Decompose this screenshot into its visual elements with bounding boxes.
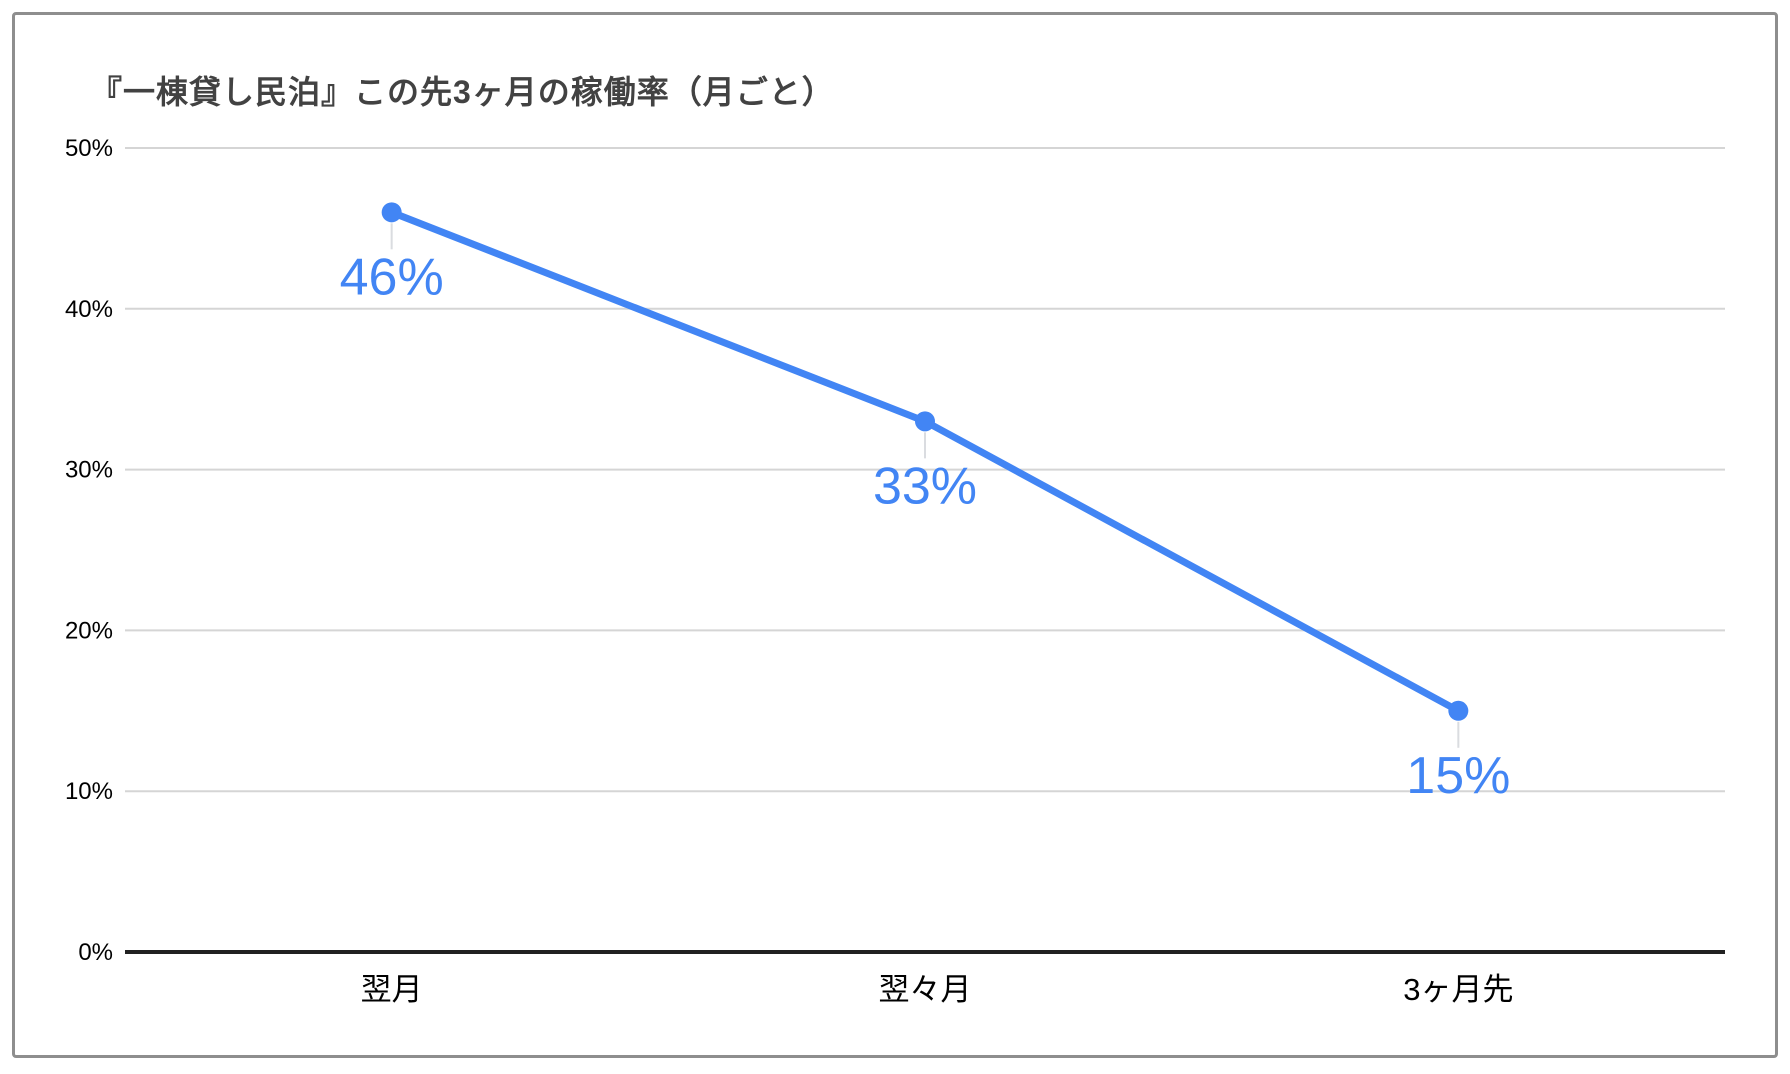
x-axis-label: 翌月	[361, 972, 423, 1007]
y-tick-label: 50%	[65, 135, 113, 162]
chart-title: 『一棟貸し民泊』この先3ヶ月の稼働率（月ごと）	[90, 74, 835, 110]
x-axis-label: 3ヶ月先	[1403, 972, 1513, 1007]
data-point	[381, 202, 402, 223]
y-tick-label: 0%	[78, 939, 113, 966]
chart-frame: 『一棟貸し民泊』この先3ヶ月の稼働率（月ごと）	[12, 12, 1778, 1058]
data-point-label: 15%	[1406, 747, 1510, 805]
data-point-label: 33%	[873, 457, 977, 515]
data-point-label: 46%	[340, 248, 444, 306]
y-tick-label: 30%	[65, 457, 113, 484]
y-tick-label: 20%	[65, 617, 113, 644]
y-tick-label: 40%	[65, 296, 113, 323]
data-point	[915, 411, 935, 432]
data-point	[1448, 700, 1469, 721]
y-tick-label: 10%	[65, 778, 113, 805]
x-axis-label: 翌々月	[879, 972, 972, 1007]
